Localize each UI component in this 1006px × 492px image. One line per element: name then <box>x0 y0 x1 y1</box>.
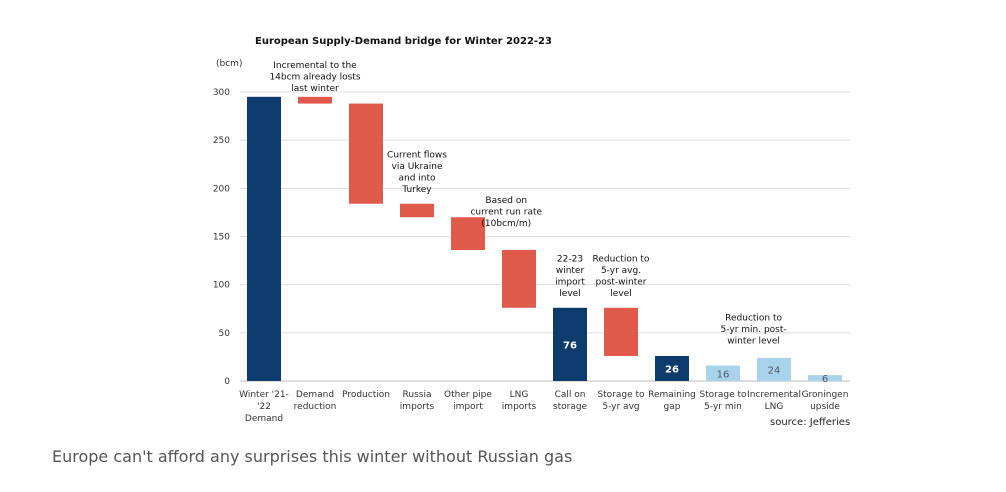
annotation-text: winter level <box>727 336 780 346</box>
bar <box>808 375 842 381</box>
y-axis-ticks: 0 50 100 150 200 250 300 <box>213 88 230 387</box>
x-tick-label: Remaining <box>648 390 696 400</box>
annotation-text: last winter <box>291 84 339 94</box>
x-tick-label: Winter '21- <box>239 390 289 400</box>
bar-value-label: 26 <box>665 364 679 375</box>
annotation-text: 14bcm already losts <box>269 72 360 82</box>
x-tick-label: Demand <box>245 414 283 424</box>
x-axis-labels: Winter '21- '22 Demand Demand reduction Produ… <box>239 390 848 424</box>
x-tick-label: reduction <box>294 402 337 412</box>
caption: Europe can't afford any surprises this w… <box>52 447 573 466</box>
annotation-text: Reduction to <box>725 313 782 323</box>
annotation-text: 5-yr min. post- <box>721 325 787 335</box>
bar-value-label: 24 <box>768 365 781 376</box>
x-tick-label: '22 <box>257 402 271 412</box>
bar <box>349 103 383 204</box>
annotation-text: level <box>559 289 580 299</box>
x-tick-label: upside <box>810 402 840 412</box>
source-note: source: Jefferies <box>770 417 851 428</box>
annotation-text: post-winter <box>595 278 646 288</box>
bar <box>604 307 638 356</box>
annotation-text: import <box>555 278 585 288</box>
x-tick-label: imports <box>400 402 435 412</box>
gridlines <box>240 91 850 382</box>
y-axis-label: (bcm) <box>216 59 242 69</box>
y-tick-label: 300 <box>213 88 230 98</box>
annotation-text: Turkey <box>401 185 432 195</box>
bars: 76 26 16 24 6 <box>247 96 842 385</box>
bar-value-label: 76 <box>563 340 577 351</box>
y-tick-label: 200 <box>213 184 230 194</box>
y-tick-label: 0 <box>224 377 230 387</box>
chart-title: European Supply-Demand bridge for Winter… <box>255 36 552 47</box>
bar-value-label: 6 <box>822 374 828 385</box>
x-tick-label: LNG <box>510 390 529 400</box>
annotation-text: level <box>610 289 631 299</box>
waterfall-chart: European Supply-Demand bridge for Winter… <box>213 36 850 424</box>
y-tick-label: 250 <box>213 136 230 146</box>
annotation-text: winter <box>556 266 585 276</box>
x-tick-label: Demand <box>296 390 334 400</box>
x-tick-label: Incremental <box>747 390 801 400</box>
annotation-text: current run rate <box>470 207 542 217</box>
x-tick-label: import <box>453 402 483 412</box>
bar <box>247 96 281 382</box>
x-tick-label: 5-yr min <box>704 402 742 412</box>
annotation-text: Current flows <box>387 151 447 161</box>
annotation-text: Reduction to <box>593 255 650 265</box>
bar <box>757 357 791 381</box>
bar <box>451 217 485 250</box>
annotation-text: Incremental to the <box>273 61 357 71</box>
annotation-text: and into <box>398 174 436 184</box>
x-tick-label: storage <box>553 402 588 412</box>
annotation-text: Based on <box>485 196 527 206</box>
x-tick-label: Russia <box>403 390 432 400</box>
x-tick-label: gap <box>664 402 681 412</box>
x-tick-label: Storage to <box>699 390 747 400</box>
x-tick-label: Groningen <box>802 390 849 400</box>
bar-value-label: 16 <box>717 369 730 380</box>
annotation-text: 22-23 <box>557 255 583 265</box>
annotation-text: (10bcm/m) <box>481 219 531 229</box>
x-tick-label: Production <box>342 390 390 400</box>
x-tick-label: Storage to <box>597 390 645 400</box>
y-tick-label: 150 <box>213 233 230 243</box>
annotation-text: via Ukraine <box>392 162 443 172</box>
bar <box>400 203 434 218</box>
bar <box>298 96 332 104</box>
bar <box>706 365 740 381</box>
bar <box>655 355 689 381</box>
bar <box>502 249 536 308</box>
x-tick-label: Other pipe <box>444 390 492 400</box>
y-tick-label: 50 <box>219 329 231 339</box>
annotation-text: 5-yr avg. <box>601 266 641 276</box>
x-tick-label: LNG <box>765 402 784 412</box>
y-tick-label: 100 <box>213 281 230 291</box>
x-tick-label: 5-yr avg <box>602 402 639 412</box>
x-tick-label: imports <box>502 402 537 412</box>
bar <box>553 307 587 381</box>
x-tick-label: Call on <box>555 390 586 400</box>
